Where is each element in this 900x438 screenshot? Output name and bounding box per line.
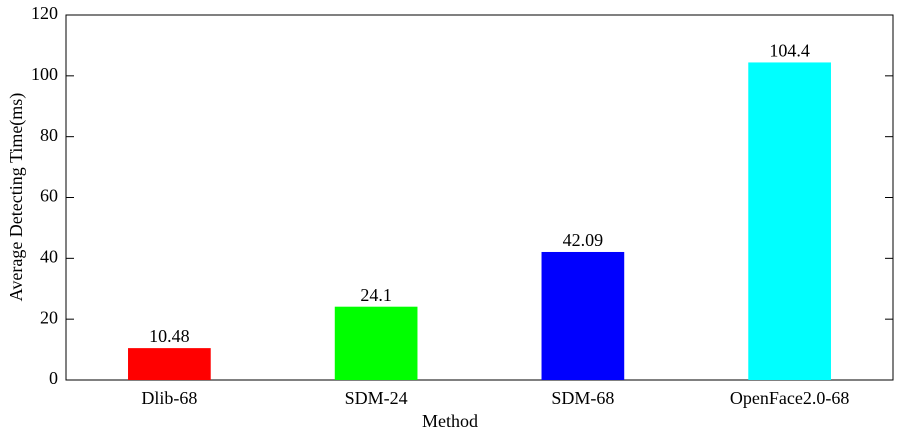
- y-tick-label: 40: [40, 246, 58, 266]
- x-tick-label: OpenFace2.0-68: [730, 388, 849, 408]
- y-axis-label: Average Detecting Time(ms): [6, 93, 27, 302]
- data-label: 42.09: [563, 230, 604, 250]
- data-label: 104.4: [769, 41, 810, 61]
- y-tick-label: 100: [31, 64, 58, 84]
- bar: [541, 251, 625, 380]
- x-tick-label: SDM-24: [345, 388, 408, 408]
- data-label: 10.48: [149, 326, 190, 346]
- x-tick-label: SDM-68: [551, 388, 614, 408]
- x-tick-label: Dlib-68: [141, 388, 197, 408]
- y-tick-label: 80: [40, 125, 58, 145]
- y-tick-label: 120: [31, 3, 58, 23]
- x-axis-label: Method: [422, 411, 478, 431]
- bar: [334, 306, 418, 380]
- y-tick-label: 0: [49, 368, 58, 388]
- bar: [128, 348, 211, 380]
- y-tick-label: 20: [40, 307, 58, 327]
- y-tick-label: 60: [40, 186, 58, 206]
- data-label: 24.1: [360, 285, 392, 305]
- bar: [748, 62, 831, 380]
